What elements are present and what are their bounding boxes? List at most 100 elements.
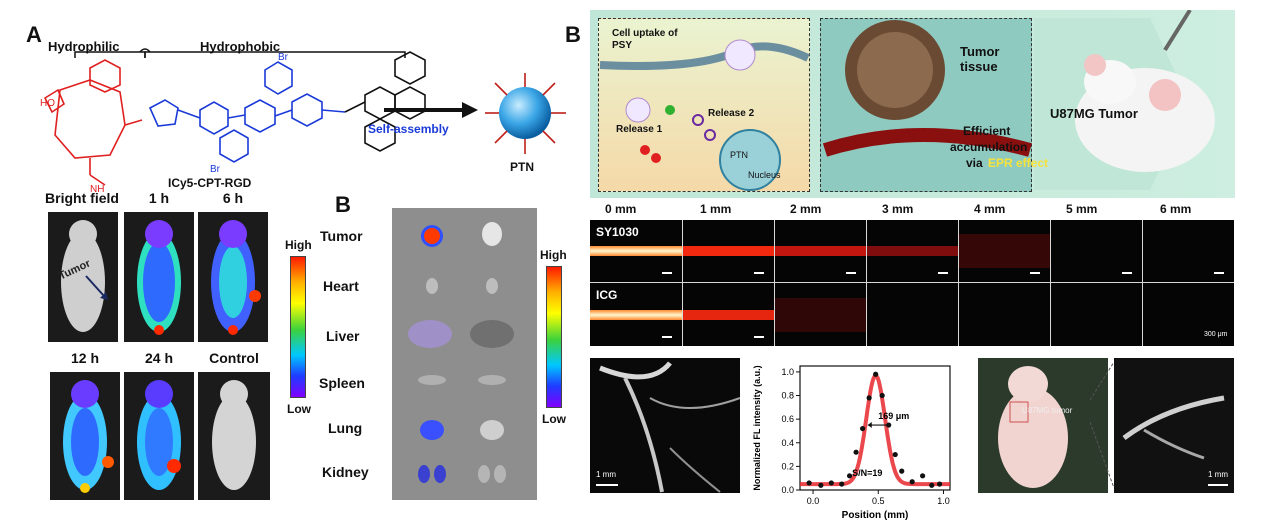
efficient-label: Efficient bbox=[963, 124, 1011, 138]
depth-label-5: 5 mm bbox=[1066, 202, 1098, 216]
nucleus-label: Nucleus bbox=[748, 170, 781, 180]
data-point bbox=[866, 395, 872, 401]
colorbar-a bbox=[290, 256, 306, 398]
y-tick-label: 0.2 bbox=[781, 461, 794, 471]
panel-a-letter: A bbox=[26, 22, 42, 47]
ptn-label: PTN bbox=[510, 160, 534, 174]
accumulation-label: accumulation bbox=[950, 140, 1028, 154]
release2-label: Release 2 bbox=[708, 108, 755, 119]
organ-label-spleen: Spleen bbox=[319, 375, 365, 391]
depth-label-1: 1 mm bbox=[700, 202, 732, 216]
data-point bbox=[899, 468, 905, 474]
svg-text:NH: NH bbox=[90, 184, 104, 195]
y-tick-label: 0.0 bbox=[781, 485, 794, 495]
depth-label-3: 3 mm bbox=[882, 202, 914, 216]
chart-frame bbox=[799, 365, 951, 491]
data-point bbox=[929, 482, 935, 488]
data-point bbox=[879, 392, 885, 399]
data-point bbox=[853, 449, 859, 455]
organ-label-lung: Lung bbox=[328, 420, 363, 436]
data-point bbox=[806, 480, 812, 486]
timepoint-label-1h: 1 h bbox=[148, 190, 170, 206]
y-axis-label: Normalized FL intensity (a.u.) bbox=[752, 365, 762, 490]
mouse-image-1h bbox=[124, 212, 194, 342]
organ-label-kidney: Kidney bbox=[322, 464, 369, 480]
schematic-background: Cell uptake of PSY Release 1 Release 2 P… bbox=[590, 10, 1235, 198]
hydrophilic-label: Hydrophilic bbox=[48, 39, 120, 54]
fluorescence-grid: SY1030 ICG 300 μm bbox=[590, 220, 1234, 346]
u87-label: U87MG Tumor bbox=[1050, 106, 1138, 121]
colorbar-b-low: Low bbox=[542, 412, 566, 426]
mouse-image-24h bbox=[124, 372, 194, 500]
colorbar-a-low: Low bbox=[287, 402, 311, 416]
y-tick-label: 0.8 bbox=[781, 391, 794, 401]
cell-uptake-label: Cell uptake of PSY bbox=[612, 28, 678, 51]
timepoint-label-12h: 12 h bbox=[70, 350, 99, 366]
self-assembly-label: Self-assembly bbox=[368, 122, 449, 136]
compound-label: ICy5-CPT-RGD bbox=[168, 176, 252, 190]
data-point bbox=[846, 473, 853, 479]
depth-label-0: 0 mm bbox=[605, 202, 637, 216]
y-tick-label: 1.0 bbox=[781, 367, 794, 377]
colorbar-a-high: High bbox=[285, 238, 312, 252]
mouse-image-12h bbox=[50, 372, 120, 500]
y-tick-label: 0.6 bbox=[781, 414, 794, 424]
mouse-image-bright-field bbox=[48, 212, 118, 342]
ptn-nanoparticle bbox=[485, 73, 566, 154]
data-point bbox=[860, 425, 866, 432]
organ-label-liver: Liver bbox=[326, 328, 360, 344]
mouse-image-control bbox=[198, 372, 270, 500]
sn-label: S/N=19 bbox=[852, 468, 882, 478]
release1-label: Release 1 bbox=[616, 124, 663, 135]
x-tick-label: 0.0 bbox=[807, 496, 820, 506]
data-point bbox=[936, 481, 943, 487]
tumor-vessel-image: 1 mm bbox=[1114, 358, 1234, 493]
data-point bbox=[892, 451, 898, 458]
svg-text:Br: Br bbox=[210, 164, 221, 175]
scale-1mm-b: 1 mm bbox=[1208, 470, 1228, 479]
data-point bbox=[886, 422, 892, 428]
data-point bbox=[828, 480, 834, 486]
fwhm-label: 169 μm bbox=[878, 411, 909, 421]
hydrophobic-label: Hydrophobic bbox=[200, 39, 281, 54]
svg-text:Br: Br bbox=[278, 52, 289, 63]
depth-label-4: 4 mm bbox=[974, 202, 1006, 216]
data-point bbox=[873, 371, 879, 377]
depth-label-2: 2 mm bbox=[790, 202, 822, 216]
x-tick-label: 1.0 bbox=[937, 496, 950, 506]
row-label-icg: ICG bbox=[596, 288, 618, 302]
data-point bbox=[839, 481, 845, 487]
panel-b-right-letter: B bbox=[565, 22, 581, 47]
vessel-image: 1 mm bbox=[590, 358, 741, 493]
fl-intensity-chart: 0.0 0.5 1.0 0.0 0.2 0.4 0.6 0.8 1.0 Position (mm)… bbox=[752, 365, 951, 521]
epr-label: EPR effect bbox=[988, 156, 1049, 170]
data-point bbox=[909, 479, 915, 485]
icg-beam bbox=[590, 310, 682, 320]
via-label: via bbox=[966, 156, 983, 170]
data-point bbox=[920, 473, 926, 479]
fwhm-arrowhead bbox=[867, 422, 872, 429]
tumor-tissue-label: Tumor tissue bbox=[960, 44, 1000, 74]
schematic-drawing bbox=[599, 10, 1215, 191]
data-point bbox=[818, 482, 824, 488]
scale-300um-label: 300 μm bbox=[1204, 331, 1228, 338]
colorbar-b-high: High bbox=[540, 248, 567, 262]
timepoint-label-24h: 24 h bbox=[144, 350, 173, 366]
timepoint-label-control: Control bbox=[209, 350, 259, 366]
panel-b-left-letter: B bbox=[335, 192, 351, 217]
organ-label-tumor: Tumor bbox=[320, 228, 363, 244]
ptn-small-label: PTN bbox=[730, 150, 748, 160]
chemical-structure: HO NH Br Br bbox=[40, 48, 426, 195]
self-assembly-arrow bbox=[384, 102, 478, 118]
svg-text:HO: HO bbox=[40, 98, 55, 109]
x-axis-label: Position (mm) bbox=[842, 510, 909, 521]
organ-image bbox=[392, 208, 537, 500]
row-label-sy1030: SY1030 bbox=[596, 225, 639, 239]
colorbar-b bbox=[546, 266, 562, 408]
organ-label-heart: Heart bbox=[323, 278, 359, 294]
scale-1mm-a: 1 mm bbox=[596, 470, 616, 479]
mouse-image-6h bbox=[198, 212, 268, 342]
mouse-photo: U87MG tumor bbox=[978, 358, 1108, 493]
x-tick-label: 0.5 bbox=[872, 496, 885, 506]
timepoint-label-6h: 6 h bbox=[222, 190, 244, 206]
